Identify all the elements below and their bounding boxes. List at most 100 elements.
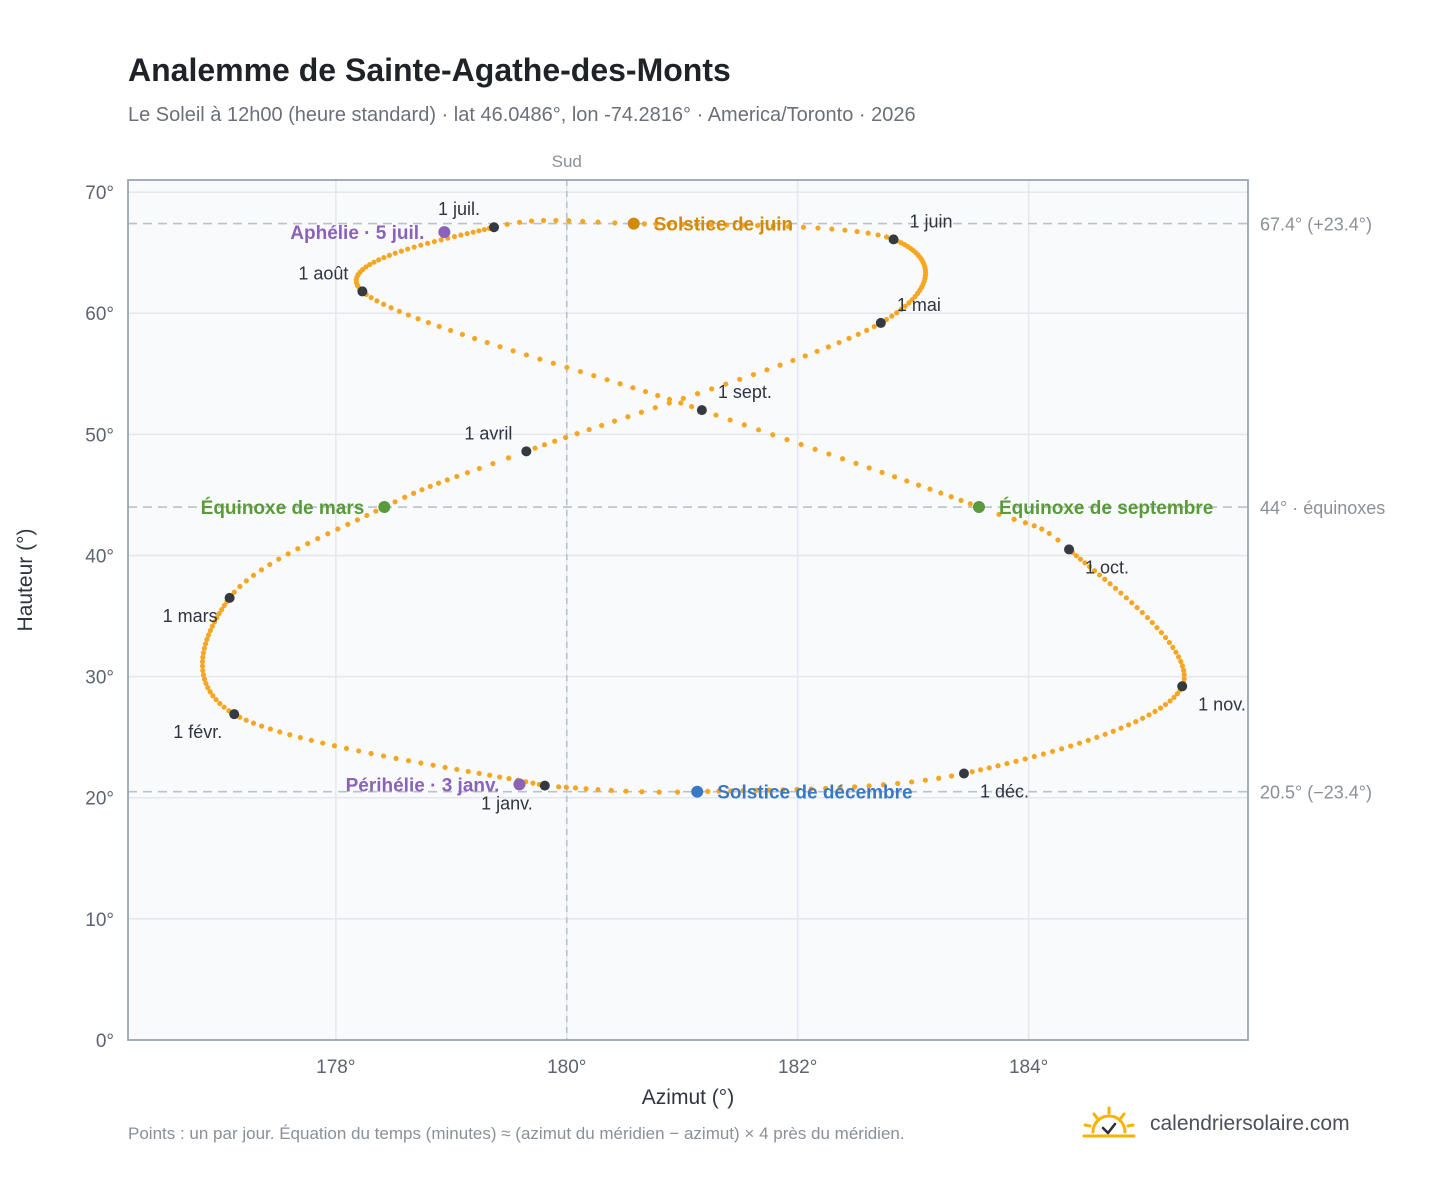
- daily-point: [617, 381, 623, 387]
- daily-point: [430, 762, 436, 768]
- daily-point: [295, 546, 301, 552]
- daily-point: [386, 252, 392, 258]
- event-marker: [513, 778, 526, 791]
- daily-point: [367, 261, 373, 268]
- daily-point: [1107, 581, 1113, 587]
- chart-subtitle: Le Soleil à 12h00 (heure standard) · lat…: [128, 104, 916, 126]
- daily-point: [424, 240, 431, 246]
- daily-point: [343, 745, 350, 751]
- daily-point: [297, 734, 303, 741]
- daily-point: [611, 418, 618, 424]
- daily-point: [580, 218, 586, 224]
- daily-point: [577, 368, 583, 375]
- daily-point: [1112, 585, 1119, 591]
- daily-point: [1031, 523, 1037, 529]
- daily-point: [476, 465, 482, 472]
- month-marker-label: 1 oct.: [1085, 557, 1129, 577]
- daily-point: [915, 482, 922, 488]
- daily-point: [1181, 672, 1187, 678]
- daily-point: [217, 700, 223, 707]
- daily-point: [678, 400, 684, 406]
- daily-point: [419, 487, 425, 493]
- event-marker: [378, 501, 391, 514]
- daily-point: [864, 327, 870, 333]
- month-marker: [224, 592, 235, 603]
- daily-point: [364, 512, 370, 519]
- daily-point: [753, 787, 759, 793]
- daily-point: [451, 233, 458, 240]
- daily-point: [564, 364, 570, 371]
- daily-point: [497, 774, 503, 780]
- daily-point: [205, 685, 211, 691]
- daily-point: [541, 442, 548, 448]
- daily-point: [854, 228, 860, 235]
- sun-check-icon: [1082, 1106, 1136, 1138]
- daily-point: [1134, 605, 1140, 611]
- daily-point: [1022, 756, 1028, 762]
- daily-point: [623, 788, 629, 794]
- daily-point: [875, 232, 881, 238]
- daily-point: [889, 313, 895, 319]
- daily-point: [481, 226, 487, 233]
- daily-point: [1181, 667, 1187, 673]
- daily-point: [1171, 694, 1177, 700]
- daily-point: [750, 371, 757, 378]
- daily-point: [709, 386, 715, 392]
- daily-point: [1040, 751, 1047, 757]
- daily-point: [200, 654, 206, 660]
- daily-point: [398, 248, 404, 254]
- daily-point: [287, 732, 293, 738]
- daily-point: [476, 228, 482, 234]
- daily-point: [898, 306, 904, 313]
- daily-point: [199, 659, 206, 665]
- daily-point: [202, 641, 209, 647]
- month-marker-label: 1 déc.: [980, 782, 1029, 802]
- daily-point: [1123, 595, 1129, 601]
- daily-point: [537, 356, 543, 362]
- daily-point: [909, 779, 915, 785]
- daily-point: [713, 412, 719, 418]
- daily-point: [1091, 568, 1098, 574]
- month-marker: [1064, 544, 1075, 555]
- daily-point: [356, 748, 362, 754]
- daily-point: [591, 373, 597, 379]
- y-tick-label: 70°: [85, 183, 114, 204]
- daily-point: [320, 740, 326, 746]
- daily-point: [1118, 725, 1124, 731]
- daily-point: [798, 441, 804, 448]
- daily-point: [213, 697, 219, 703]
- daily-point: [639, 789, 645, 795]
- month-marker: [489, 222, 500, 233]
- daily-point: [497, 344, 503, 350]
- daily-point: [201, 676, 208, 682]
- month-marker: [521, 446, 532, 457]
- daily-point: [267, 561, 273, 568]
- plot-frame: [127, 179, 1249, 1041]
- daily-point: [922, 777, 928, 783]
- daily-point: [694, 221, 700, 228]
- daily-point: [436, 323, 442, 330]
- daily-point: [790, 357, 796, 364]
- y-tick-label: 60°: [85, 304, 114, 325]
- daily-point: [392, 499, 398, 505]
- daily-point: [459, 331, 466, 338]
- daily-point: [936, 775, 942, 781]
- daily-point: [995, 763, 1001, 769]
- daily-point: [472, 335, 478, 342]
- daily-point: [1129, 600, 1135, 606]
- daily-point: [411, 490, 417, 496]
- daily-point: [724, 222, 730, 228]
- brand[interactable]: calendriersolaire.com: [1082, 1104, 1350, 1144]
- daily-point: [418, 242, 424, 248]
- daily-point: [666, 396, 673, 402]
- daily-point: [958, 497, 964, 503]
- daily-point: [447, 327, 454, 334]
- daily-point: [411, 244, 417, 250]
- x-tick-label: 178°: [316, 1057, 355, 1078]
- daily-point: [205, 632, 212, 638]
- daily-point: [1174, 691, 1180, 697]
- daily-point: [904, 478, 910, 484]
- daily-point: [846, 335, 852, 341]
- month-marker: [1177, 681, 1188, 692]
- daily-point: [906, 300, 912, 306]
